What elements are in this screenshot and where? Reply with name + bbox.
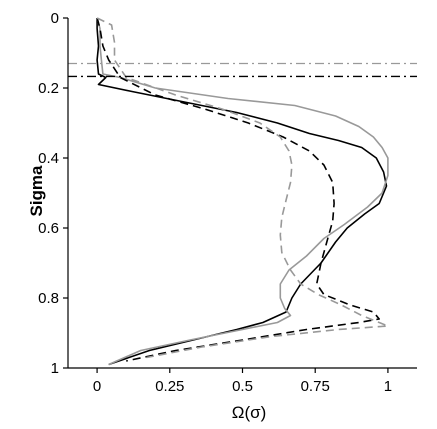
y-tick-label: 0.6 (38, 220, 59, 237)
y-tick-label: 1 (51, 360, 59, 377)
x-tick-label: 0 (93, 378, 101, 395)
x-tick-label: 0.75 (301, 378, 330, 395)
y-tick-label: 0.4 (38, 150, 59, 167)
y-tick-label: 0.2 (38, 80, 59, 97)
y-tick-label: 0.8 (38, 290, 59, 307)
y-tick-label: 0 (51, 10, 59, 27)
series-line-2 (96, 17, 389, 366)
series-line-3 (96, 17, 380, 362)
y-axis-title: Sigma (27, 165, 46, 217)
x-tick-label: 1 (384, 378, 392, 395)
axes-layer: 0 0.25 0.5 0.75 1 0 0.2 0.4 0.6 0.8 1 (38, 10, 417, 395)
x-tick-label: 0.25 (155, 378, 184, 395)
x-tick-label: 0.5 (232, 378, 253, 395)
series-line-1 (96, 18, 388, 366)
series-layer (96, 17, 389, 366)
x-axis-title: Ω(σ) (232, 403, 267, 422)
reference-lines-layer (68, 62, 417, 78)
series-line-4 (96, 17, 389, 359)
